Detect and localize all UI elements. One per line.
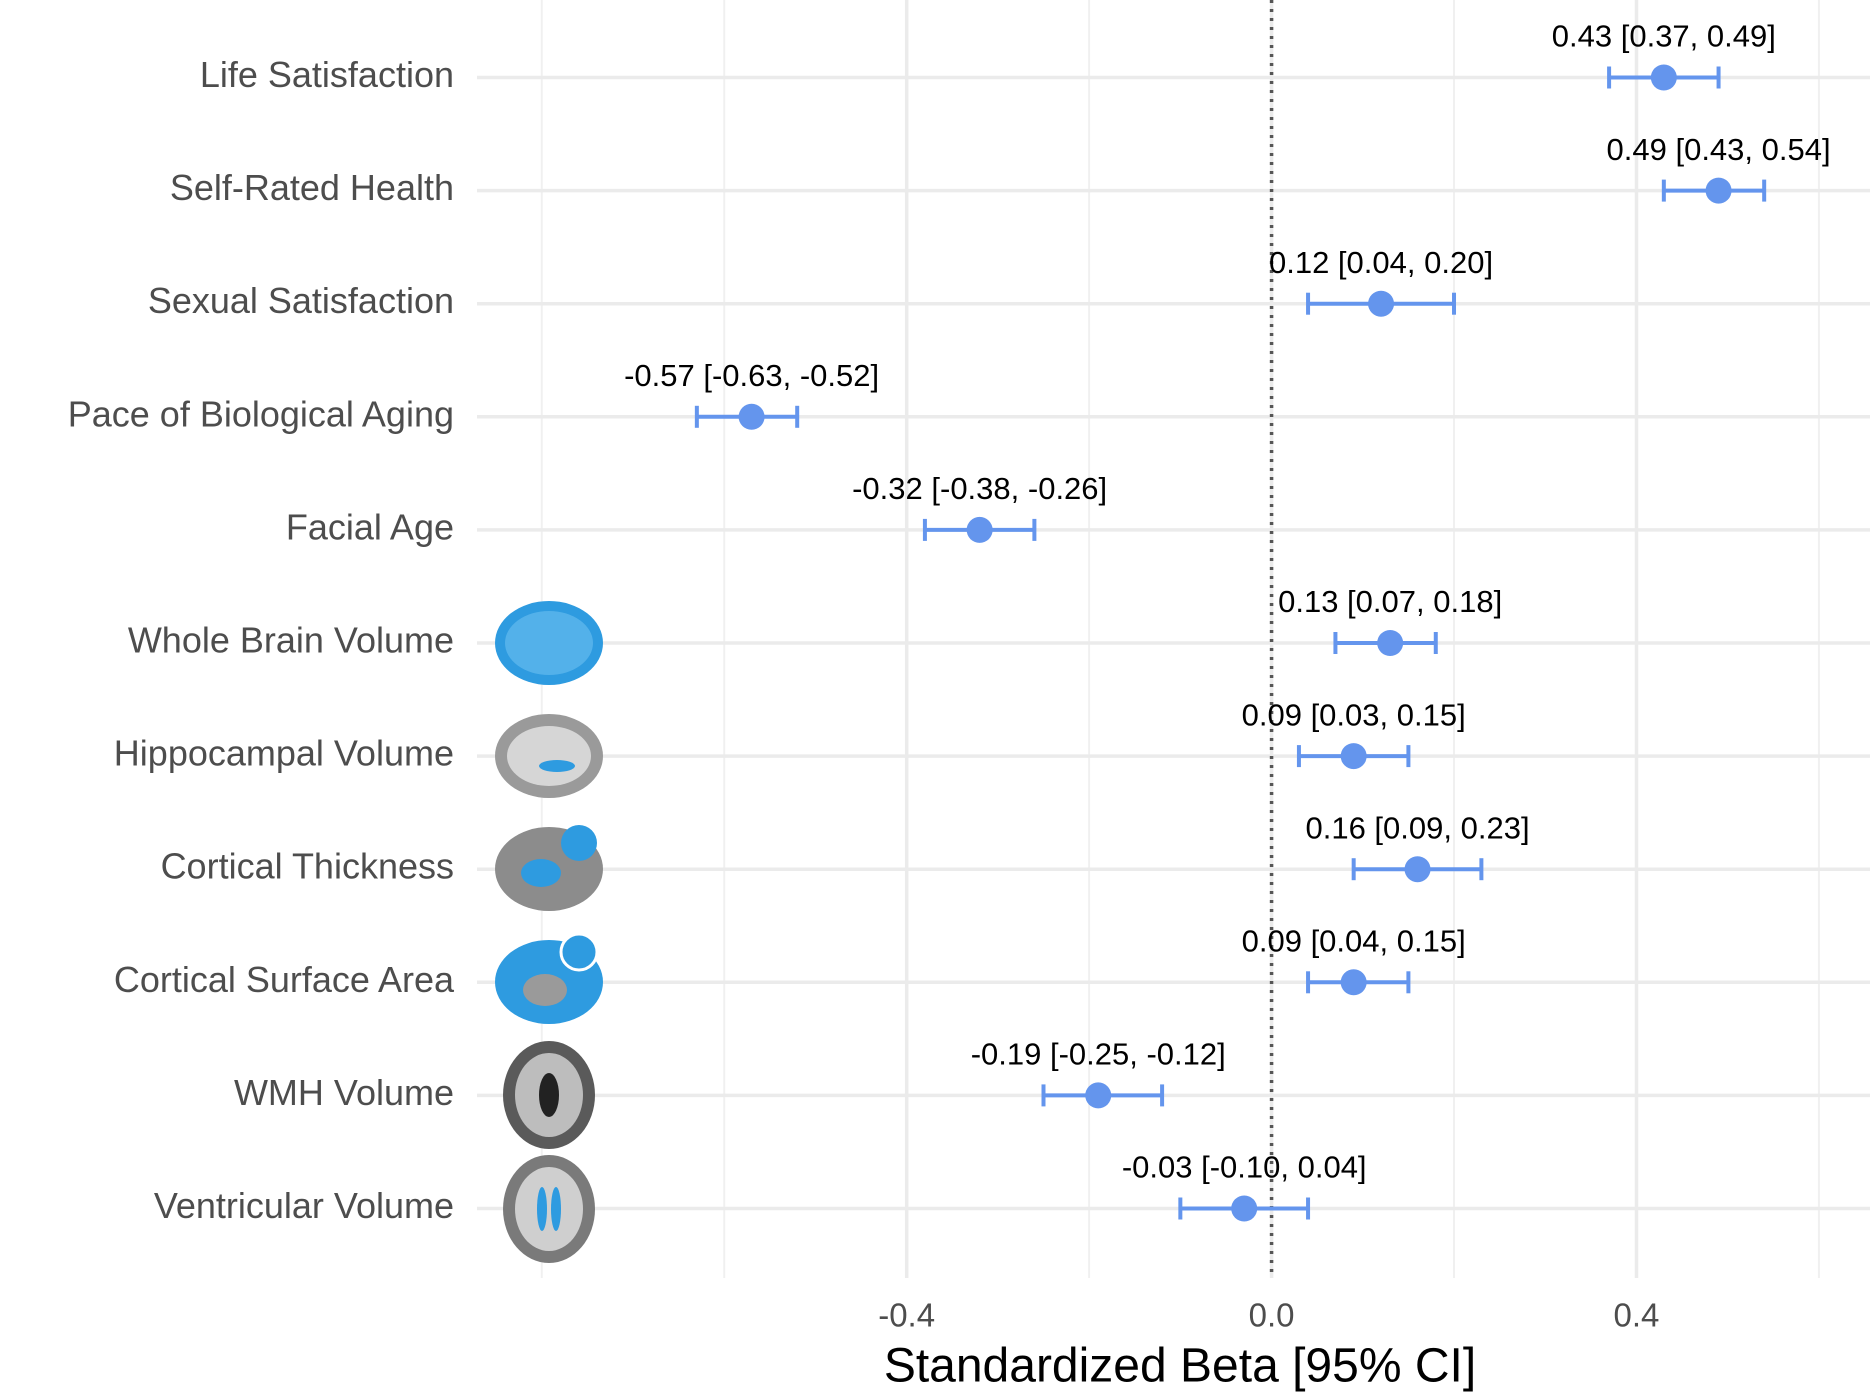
y-tick-label: Whole Brain Volume	[128, 620, 454, 661]
y-tick-label: Self-Rated Health	[170, 167, 454, 208]
icon-shape	[537, 1187, 547, 1231]
x-tick-label: -0.4	[878, 1297, 935, 1334]
brain-icon-ventricular	[503, 1155, 595, 1263]
point	[1651, 65, 1677, 91]
icon-shape	[561, 934, 597, 970]
icon-shape	[539, 760, 575, 772]
icon-shape	[539, 1073, 559, 1117]
value-label: -0.32 [-0.38, -0.26]	[852, 471, 1107, 506]
y-tick-label: Cortical Surface Area	[114, 959, 455, 1000]
icon-shape	[515, 1167, 583, 1251]
icon-shape	[523, 974, 567, 1006]
brain-icon-hippocampal	[495, 714, 603, 798]
point	[1231, 1196, 1257, 1222]
value-label: -0.57 [-0.63, -0.52]	[624, 358, 879, 393]
point	[1085, 1082, 1111, 1108]
y-tick-label: Hippocampal Volume	[114, 733, 454, 774]
point	[1341, 743, 1367, 769]
icon-shape	[507, 726, 591, 786]
y-tick-label: Pace of Biological Aging	[68, 393, 454, 434]
value-label: -0.19 [-0.25, -0.12]	[971, 1037, 1226, 1072]
value-label: 0.09 [0.03, 0.15]	[1242, 697, 1466, 732]
chart: Standardized Beta [95% CI] -0.4 0.0 0.4 Lif…	[0, 0, 1870, 1397]
value-label: 0.13 [0.07, 0.18]	[1278, 584, 1502, 619]
point	[1341, 969, 1367, 995]
point	[1377, 630, 1403, 656]
value-label: -0.03 [-0.10, 0.04]	[1122, 1150, 1367, 1185]
icon-shape	[505, 611, 593, 675]
brain-icon-thickness	[495, 825, 603, 911]
y-tick-label: Life Satisfaction	[200, 54, 454, 95]
x-tick-label: 0.4	[1614, 1297, 1660, 1334]
value-label: 0.12 [0.04, 0.20]	[1269, 245, 1493, 280]
value-label: 0.16 [0.09, 0.23]	[1305, 810, 1529, 845]
point	[1405, 856, 1431, 882]
y-tick-label: Sexual Satisfaction	[148, 280, 454, 321]
icon-shape	[551, 1187, 561, 1231]
y-tick-label: Cortical Thickness	[161, 846, 454, 887]
grid-layer	[477, 0, 1870, 1278]
point	[1706, 178, 1732, 204]
x-axis-title: Standardized Beta [95% CI]	[884, 1340, 1476, 1393]
point	[967, 517, 993, 543]
y-tick-label: WMH Volume	[234, 1072, 454, 1113]
point	[739, 404, 765, 430]
value-label: 0.43 [0.37, 0.49]	[1552, 19, 1776, 54]
brain-icons	[495, 601, 603, 1263]
brain-icon-wmh	[503, 1041, 595, 1149]
value-label: 0.49 [0.43, 0.54]	[1607, 132, 1831, 167]
value-label: 0.09 [0.04, 0.15]	[1242, 923, 1466, 958]
page: {"chart_data": {"type": "forest", "xlabe…	[0, 0, 1870, 1397]
icon-shape	[561, 825, 597, 861]
y-tick-label: Facial Age	[286, 506, 454, 547]
y-tick-label: Ventricular Volume	[154, 1185, 454, 1226]
icon-shape	[521, 859, 561, 887]
brain-icon-surface	[495, 934, 603, 1024]
brain-icon-whole	[495, 601, 603, 685]
point	[1368, 291, 1394, 317]
x-tick-label: 0.0	[1249, 1297, 1295, 1334]
